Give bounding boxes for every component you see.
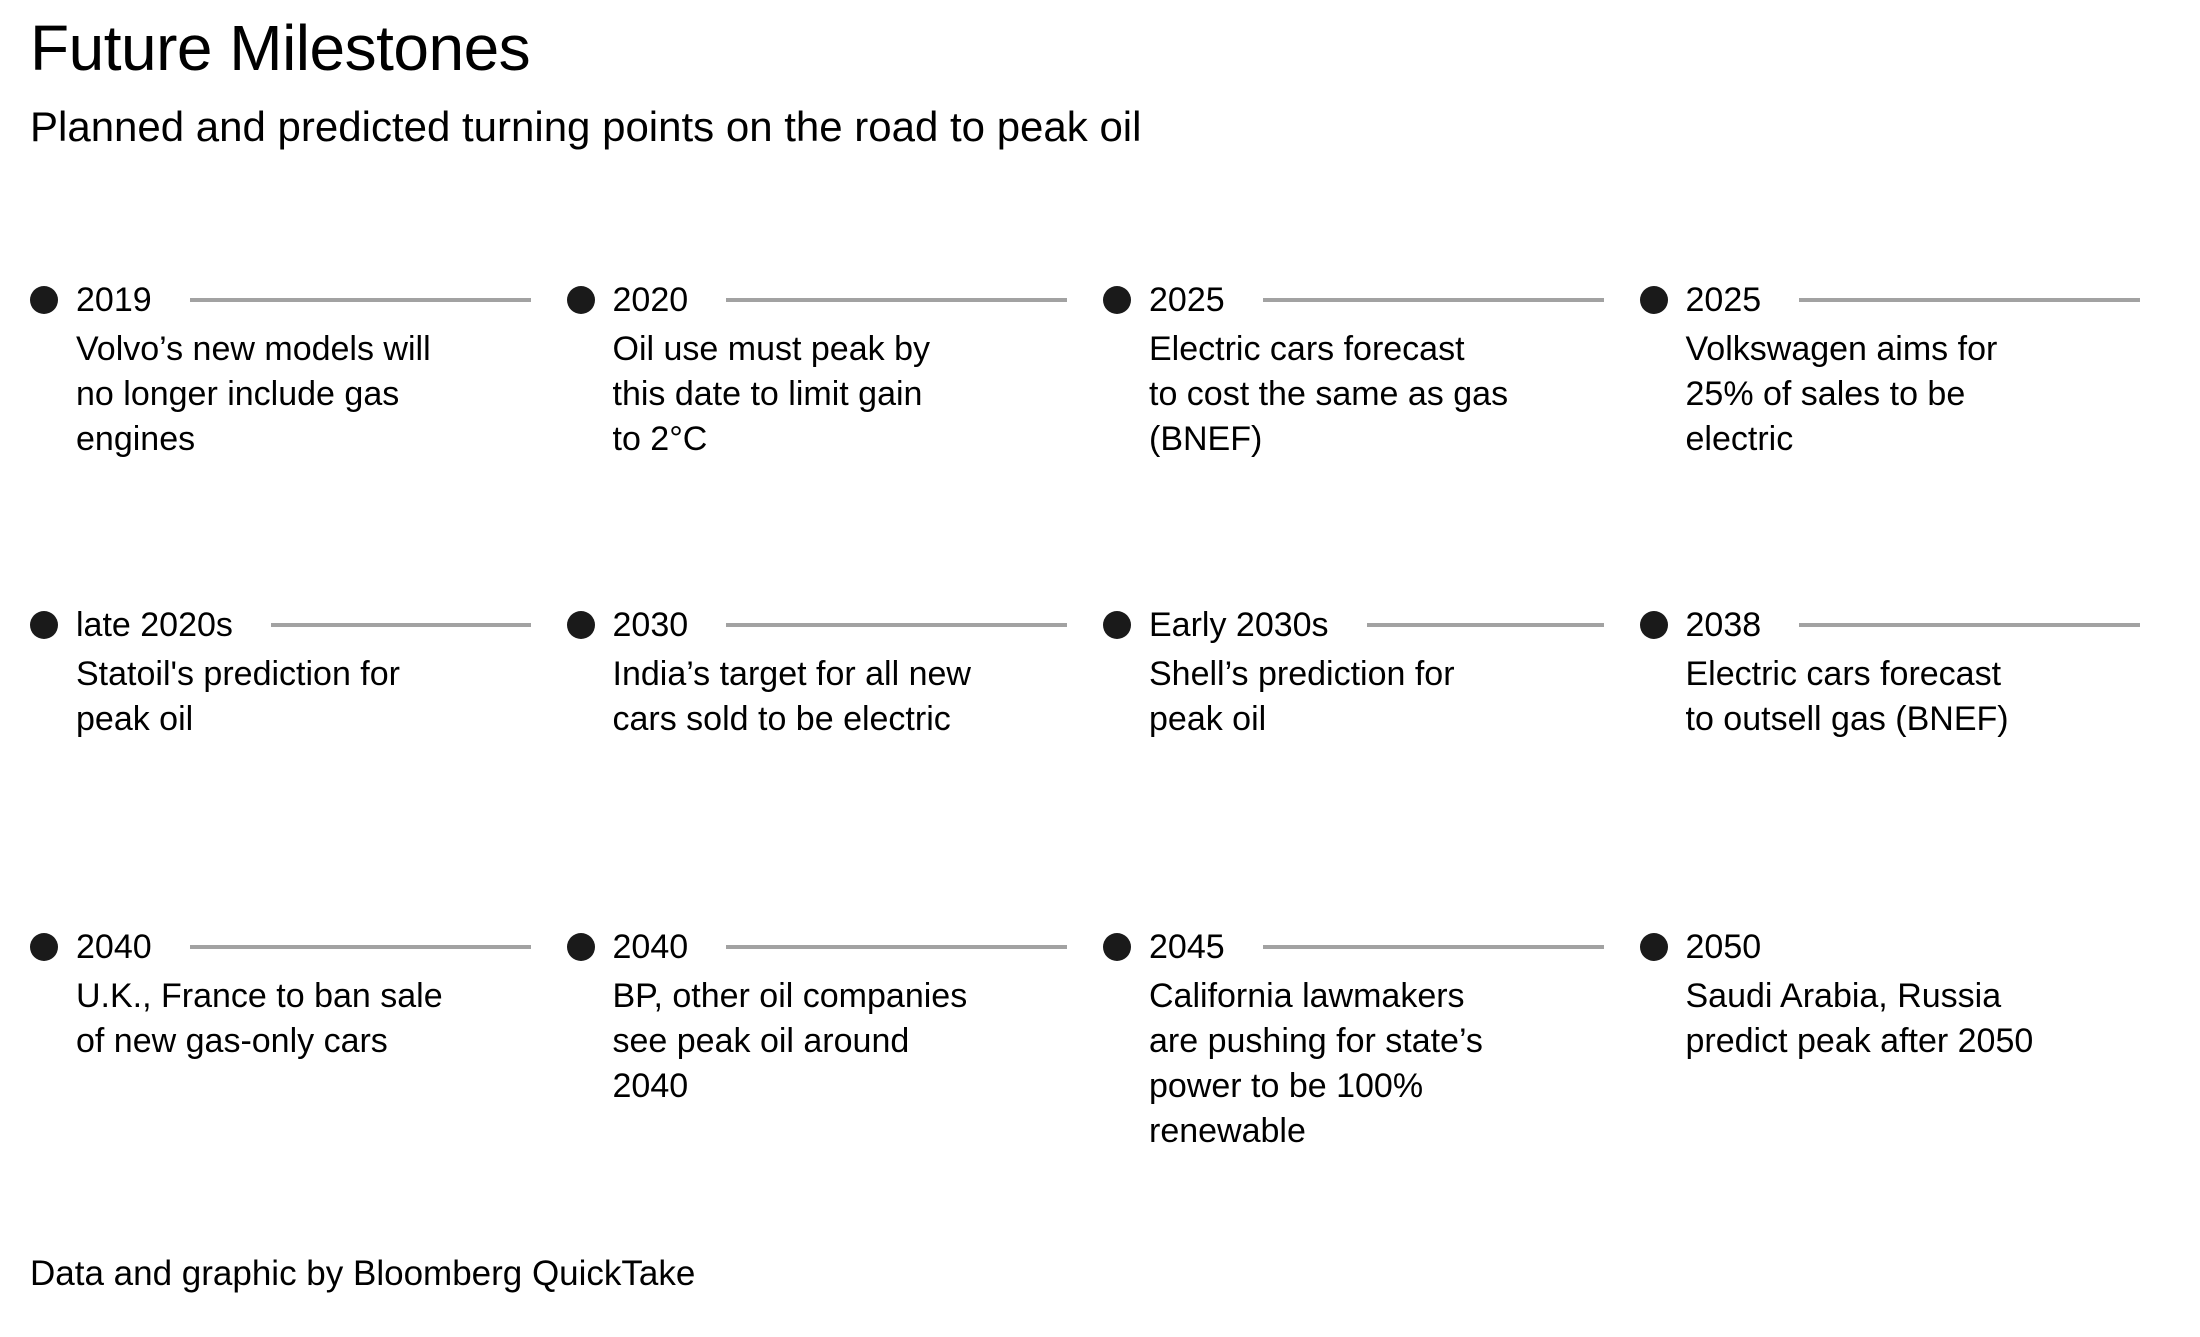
milestone-head: 2025 xyxy=(1103,283,1604,317)
milestone-head: 2040 xyxy=(566,928,1067,966)
header: Future Milestones Planned and predicted … xyxy=(30,12,2140,152)
milestone-head: 2045 xyxy=(1103,930,1604,964)
milestone-year: 2040 xyxy=(76,928,152,966)
milestone-description: Electric cars forecast to cost the same … xyxy=(1149,330,1509,458)
milestone-year: 2040 xyxy=(612,928,689,966)
timeline-connector-line xyxy=(1799,298,2140,302)
milestone-year: 2045 xyxy=(1149,928,1225,966)
milestone-2025-cost-parity: 2025 Electric cars forecast to cost the … xyxy=(1103,283,1604,608)
milestone-description: California lawmakers are pushing for sta… xyxy=(1149,977,1483,1150)
milestone-dot-icon xyxy=(30,933,58,961)
milestone-head: 2019 xyxy=(30,283,531,317)
milestone-year: 2025 xyxy=(1149,281,1225,319)
milestone-description: Volkswagen aims for 25% of sales to be e… xyxy=(1685,330,1998,458)
milestone-head: Early 2030s xyxy=(1103,608,1604,642)
milestone-head: 2040 xyxy=(30,930,531,964)
milestone-year: 2019 xyxy=(76,281,152,319)
timeline-connector-line xyxy=(1799,623,2140,627)
milestone-year: Early 2030s xyxy=(1149,606,1329,644)
credit-line: Data and graphic by Bloomberg QuickTake xyxy=(30,1254,696,1293)
milestone-dot-icon xyxy=(1639,933,1668,961)
milestone-year: 2030 xyxy=(612,606,689,644)
milestone-year: 2025 xyxy=(1685,281,1762,319)
milestone-2038-outsell: 2038 Electric cars forecast to outsell g… xyxy=(1639,606,2140,930)
milestone-head: 2030 xyxy=(566,606,1067,644)
page-title: Future Milestones xyxy=(30,12,531,84)
milestone-description: India’s target for all new cars sold to … xyxy=(612,655,971,738)
timeline-connector-line xyxy=(189,298,531,302)
milestone-year: 2020 xyxy=(612,281,689,319)
milestone-2045-california: 2045 California lawmakers are pushing fo… xyxy=(1103,930,1604,1154)
milestones-grid: 2019 Volvo’s new models will no longer i… xyxy=(30,283,2140,1154)
milestone-description: Saudi Arabia, Russia predict peak after … xyxy=(1685,977,2034,1060)
milestone-dot-icon xyxy=(566,933,595,961)
timeline-connector-line xyxy=(189,945,531,949)
milestone-description: Oil use must peak by this date to limit … xyxy=(612,330,930,458)
timeline-connector-line xyxy=(270,623,531,627)
milestone-head: late 2020s xyxy=(30,608,531,642)
milestone-2025-volkswagen: 2025 Volkswagen aims for 25% of sales to… xyxy=(1639,281,2140,608)
timeline-connector-line xyxy=(726,298,1067,302)
milestone-year: 2038 xyxy=(1685,606,1762,644)
timeline-connector-line xyxy=(1366,623,1604,627)
milestone-description: Electric cars forecast to outsell gas (B… xyxy=(1685,655,2009,738)
milestone-head: 2038 xyxy=(1639,606,2140,644)
milestone-dot-icon xyxy=(1639,611,1668,639)
milestone-2020-oil-peak: 2020 Oil use must peak by this date to l… xyxy=(566,281,1067,608)
milestone-year: 2050 xyxy=(1685,928,1762,966)
milestone-year: late 2020s xyxy=(76,606,233,644)
timeline-connector-line xyxy=(1262,945,1604,949)
milestone-2040-uk-france: 2040 U.K., France to ban sale of new gas… xyxy=(30,930,531,1154)
milestone-dot-icon xyxy=(1103,286,1131,314)
milestone-description: U.K., France to ban sale of new gas-only… xyxy=(76,977,443,1060)
milestone-dot-icon xyxy=(566,611,595,639)
milestone-head: 2050 xyxy=(1639,928,2141,966)
milestone-description: Volvo’s new models will no longer includ… xyxy=(76,330,431,458)
milestone-2050-saudi-russia: 2050 Saudi Arabia, Russia predict peak a… xyxy=(1639,928,2141,1154)
milestone-head: 2025 xyxy=(1639,281,2140,319)
milestone-dot-icon xyxy=(30,611,58,639)
milestone-dot-icon xyxy=(1103,933,1131,961)
milestone-dot-icon xyxy=(566,286,595,314)
milestone-dot-icon xyxy=(30,286,58,314)
milestone-2019-volvo: 2019 Volvo’s new models will no longer i… xyxy=(30,283,531,608)
milestone-2040-bp: 2040 BP, other oil companies see peak oi… xyxy=(566,928,1067,1154)
page-subtitle: Planned and predicted turning points on … xyxy=(30,102,1142,150)
timeline-connector-line xyxy=(1262,298,1604,302)
milestone-description: Shell’s prediction for peak oil xyxy=(1149,655,1455,738)
milestone-description: BP, other oil companies see peak oil aro… xyxy=(612,977,968,1105)
milestone-head: 2020 xyxy=(566,281,1067,319)
milestone-late-2020s-statoil: late 2020s Statoil's prediction for peak… xyxy=(30,608,531,930)
milestone-dot-icon xyxy=(1639,286,1668,314)
milestone-early-2030s-shell: Early 2030s Shell’s prediction for peak … xyxy=(1103,608,1604,930)
milestone-2030-india: 2030 India’s target for all new cars sol… xyxy=(566,606,1067,930)
timeline-connector-line xyxy=(726,945,1067,949)
milestone-dot-icon xyxy=(1103,611,1131,639)
milestone-description: Statoil's prediction for peak oil xyxy=(76,655,400,738)
timeline-connector-line xyxy=(726,623,1067,627)
